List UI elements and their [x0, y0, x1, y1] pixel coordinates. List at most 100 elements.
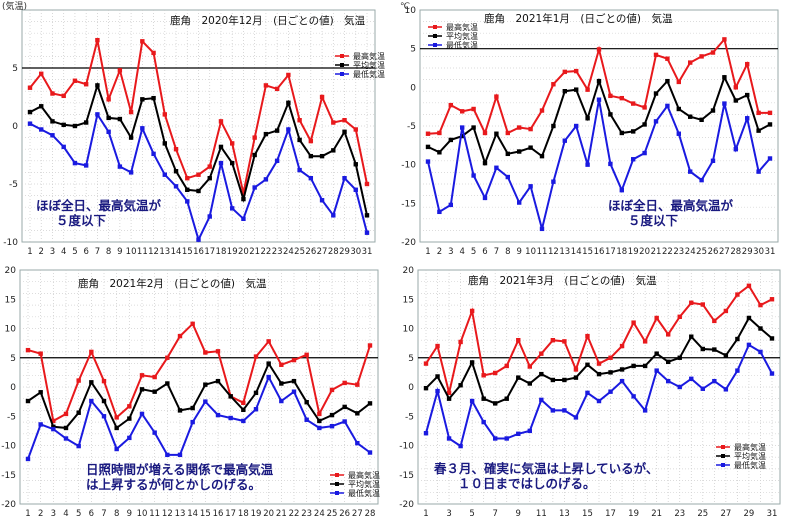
data-point: [39, 127, 44, 132]
x-tick-label: 29: [742, 247, 753, 257]
x-tick-label: 20: [639, 247, 650, 257]
data-point: [342, 118, 347, 123]
data-point: [342, 129, 347, 134]
data-point: [127, 416, 132, 421]
data-point: [173, 184, 179, 189]
data-point: [756, 110, 761, 116]
data-point: [286, 100, 291, 105]
data-point: [767, 122, 773, 127]
data-point: [493, 401, 498, 406]
x-tick-label: 19: [628, 247, 639, 257]
legend-marker: [433, 25, 437, 29]
y-tick-label: -10: [401, 161, 416, 171]
x-tick-label: 28: [365, 509, 376, 519]
data-point: [767, 110, 773, 116]
x-tick-label: 1: [27, 247, 32, 257]
data-point: [700, 386, 705, 391]
data-point: [308, 176, 314, 181]
data-point: [712, 378, 717, 384]
data-point: [151, 95, 156, 101]
data-point: [654, 368, 659, 373]
data-point: [448, 102, 453, 108]
data-point: [39, 104, 44, 109]
data-point: [735, 292, 740, 297]
data-point: [228, 394, 233, 399]
legend-marker: [721, 445, 725, 449]
x-tick-label: 8: [114, 509, 119, 519]
data-point: [152, 374, 157, 380]
data-point: [573, 415, 579, 420]
y-tick-label: 10: [405, 6, 417, 16]
data-point: [562, 377, 567, 383]
data-point: [173, 147, 179, 152]
y-tick-label: 5: [410, 45, 416, 55]
data-point: [51, 426, 56, 432]
data-point: [253, 390, 259, 396]
annotation-text: 春３月、確実に気温は上昇しているが、: [433, 461, 658, 476]
data-point: [364, 230, 370, 235]
data-point: [423, 361, 429, 366]
data-point: [562, 89, 567, 94]
data-point: [710, 50, 716, 55]
data-point: [253, 407, 259, 412]
y-tick-label: -5: [9, 180, 18, 190]
series-line-1: [27, 361, 371, 430]
data-point: [723, 353, 729, 358]
data-point: [139, 387, 145, 392]
data-point: [190, 419, 195, 425]
data-point: [423, 431, 429, 436]
data-point: [596, 97, 602, 102]
data-point: [642, 339, 648, 344]
y-tick-label: -5: [7, 412, 16, 422]
data-point: [596, 371, 602, 377]
data-point: [550, 408, 556, 413]
data-point: [304, 400, 309, 405]
data-point: [551, 123, 556, 129]
data-point: [353, 127, 358, 132]
data-point: [253, 354, 259, 359]
y-tick-label: -15: [1, 471, 16, 481]
data-point: [207, 164, 212, 169]
data-point: [61, 93, 66, 99]
x-tick-label: 16: [193, 247, 204, 257]
x-tick-label: 4: [63, 509, 68, 519]
data-point: [631, 320, 636, 325]
data-point: [83, 120, 89, 125]
data-point: [106, 115, 111, 121]
x-tick-label: 7: [95, 247, 100, 257]
data-point: [203, 350, 208, 355]
y-tick-label: -5: [405, 412, 414, 422]
data-point: [230, 206, 235, 211]
data-point: [551, 82, 556, 87]
data-point: [494, 165, 499, 170]
data-point: [139, 411, 145, 417]
data-point: [494, 94, 499, 99]
data-point: [585, 333, 590, 339]
x-tick-label: 17: [204, 247, 215, 257]
data-point: [700, 302, 705, 307]
data-point: [38, 390, 43, 395]
legend-label: 最低気温: [446, 40, 478, 50]
data-point: [448, 202, 453, 208]
data-point: [331, 120, 336, 125]
data-point: [63, 436, 69, 441]
data-point: [469, 398, 475, 404]
x-tick-label: 1: [423, 509, 428, 519]
data-point: [162, 172, 167, 177]
data-point: [263, 131, 269, 137]
x-tick-label: 16: [594, 247, 605, 257]
data-point: [596, 398, 602, 404]
data-point: [279, 381, 284, 386]
data-point: [218, 119, 224, 124]
x-tick-label: 11: [536, 509, 547, 519]
x-tick-label: 23: [673, 247, 684, 257]
data-point: [95, 37, 100, 43]
data-point: [619, 95, 624, 101]
data-point: [712, 318, 717, 324]
data-point: [437, 209, 442, 215]
data-point: [769, 297, 775, 302]
data-point: [177, 333, 183, 339]
data-point: [585, 116, 590, 121]
data-point: [481, 373, 486, 378]
data-point: [241, 216, 246, 221]
